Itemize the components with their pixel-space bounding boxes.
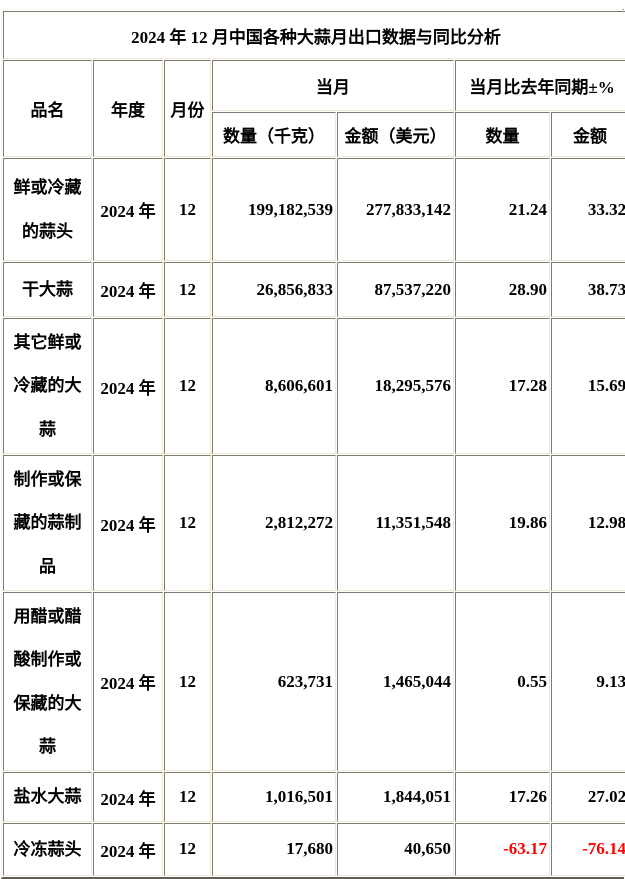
- month-cell: 12: [164, 262, 211, 317]
- amount-cell: 40,650: [337, 822, 454, 876]
- column-header-quantity-kg: 数量（千克）: [212, 112, 336, 157]
- column-header-month: 月份: [164, 60, 211, 157]
- title-row: 2024 年 12 月中国各种大蒜月出口数据与同比分析: [3, 11, 625, 59]
- product-name-cell: 用醋或醋酸制作或保藏的大蒜: [3, 592, 92, 772]
- table-row: 干大蒜 2024 年 12 26,856,833 87,537,220 28.90 38.7…: [3, 262, 625, 317]
- month-cell: 12: [164, 318, 211, 455]
- amount-yoy-cell: 15.69: [551, 318, 625, 455]
- column-header-quantity-yoy: 数量: [455, 112, 550, 157]
- quantity-cell: 623,731: [212, 592, 336, 772]
- table-row: 用醋或醋酸制作或保藏的大蒜 2024 年 12 623,731 1,465,044 0.5…: [3, 592, 625, 772]
- column-header-amount-usd: 金额（美元）: [337, 112, 454, 157]
- quantity-cell: 8,606,601: [212, 318, 336, 455]
- quantity-cell: 17,680: [212, 822, 336, 876]
- year-cell: 2024 年: [93, 158, 163, 261]
- product-name-cell: 其它鲜或冷藏的大蒜: [3, 318, 92, 455]
- quantity-yoy-cell: 17.26: [455, 772, 550, 822]
- product-name-cell: 盐水大蒜: [3, 772, 92, 822]
- month-cell: 12: [164, 592, 211, 772]
- quantity-yoy-cell: 28.90: [455, 262, 550, 317]
- amount-cell: 87,537,220: [337, 262, 454, 317]
- quantity-yoy-cell: 17.28: [455, 318, 550, 455]
- quantity-yoy-cell: 19.86: [455, 455, 550, 592]
- amount-cell: 277,833,142: [337, 158, 454, 261]
- month-cell: 12: [164, 822, 211, 876]
- year-cell: 2024 年: [93, 262, 163, 317]
- table-title: 2024 年 12 月中国各种大蒜月出口数据与同比分析: [3, 11, 625, 59]
- quantity-yoy-cell: 0.55: [455, 592, 550, 772]
- amount-cell: 18,295,576: [337, 318, 454, 455]
- column-header-year: 年度: [93, 60, 163, 157]
- product-name-cell: 冷冻蒜头: [3, 822, 92, 876]
- amount-cell: 1,465,044: [337, 592, 454, 772]
- product-name-cell: 制作或保藏的蒜制品: [3, 455, 92, 592]
- table-body: 鲜或冷藏的蒜头 2024 年 12 199,182,539 277,833,142 21.…: [3, 158, 625, 876]
- month-cell: 12: [164, 158, 211, 261]
- amount-cell: 11,351,548: [337, 455, 454, 592]
- year-cell: 2024 年: [93, 318, 163, 455]
- table-row: 制作或保藏的蒜制品 2024 年 12 2,812,272 11,351,548 19.8…: [3, 455, 625, 592]
- amount-yoy-cell: 12.98: [551, 455, 625, 592]
- amount-yoy-cell: 33.32: [551, 158, 625, 261]
- amount-yoy-cell: -76.14: [551, 822, 625, 876]
- column-header-current-month: 当月: [212, 60, 454, 111]
- column-header-product: 品名: [3, 60, 92, 157]
- year-cell: 2024 年: [93, 822, 163, 876]
- header-row-sub: 数量（千克） 金额（美元） 数量 金额: [3, 112, 625, 157]
- page: 2024 年 12 月中国各种大蒜月出口数据与同比分析 品名 年度 月份 当月 …: [1, 9, 625, 879]
- product-name-cell: 干大蒜: [3, 262, 92, 317]
- table-row: 冷冻蒜头 2024 年 12 17,680 40,650 -63.17 -76.14: [3, 822, 625, 876]
- garlic-export-table: 2024 年 12 月中国各种大蒜月出口数据与同比分析 品名 年度 月份 当月 …: [2, 10, 625, 877]
- table-frame: 2024 年 12 月中国各种大蒜月出口数据与同比分析 品名 年度 月份 当月 …: [1, 9, 625, 879]
- table-row: 其它鲜或冷藏的大蒜 2024 年 12 8,606,601 18,295,576 17.2…: [3, 318, 625, 455]
- year-cell: 2024 年: [93, 592, 163, 772]
- quantity-cell: 1,016,501: [212, 772, 336, 822]
- month-cell: 12: [164, 455, 211, 592]
- amount-yoy-cell: 27.02: [551, 772, 625, 822]
- amount-yoy-cell: 38.73: [551, 262, 625, 317]
- column-header-amount-yoy: 金额: [551, 112, 625, 157]
- quantity-cell: 199,182,539: [212, 158, 336, 261]
- table-row: 鲜或冷藏的蒜头 2024 年 12 199,182,539 277,833,142 21.…: [3, 158, 625, 261]
- amount-yoy-cell: 9.13: [551, 592, 625, 772]
- amount-cell: 1,844,051: [337, 772, 454, 822]
- quantity-yoy-cell: -63.17: [455, 822, 550, 876]
- product-name-cell: 鲜或冷藏的蒜头: [3, 158, 92, 261]
- table-row: 盐水大蒜 2024 年 12 1,016,501 1,844,051 17.26 27.02: [3, 772, 625, 822]
- header-row-top: 品名 年度 月份 当月 当月比去年同期±%: [3, 60, 625, 157]
- year-cell: 2024 年: [93, 772, 163, 822]
- year-cell: 2024 年: [93, 455, 163, 592]
- quantity-yoy-cell: 21.24: [455, 158, 550, 261]
- column-header-yoy: 当月比去年同期±%: [455, 60, 625, 111]
- quantity-cell: 26,856,833: [212, 262, 336, 317]
- quantity-cell: 2,812,272: [212, 455, 336, 592]
- month-cell: 12: [164, 772, 211, 822]
